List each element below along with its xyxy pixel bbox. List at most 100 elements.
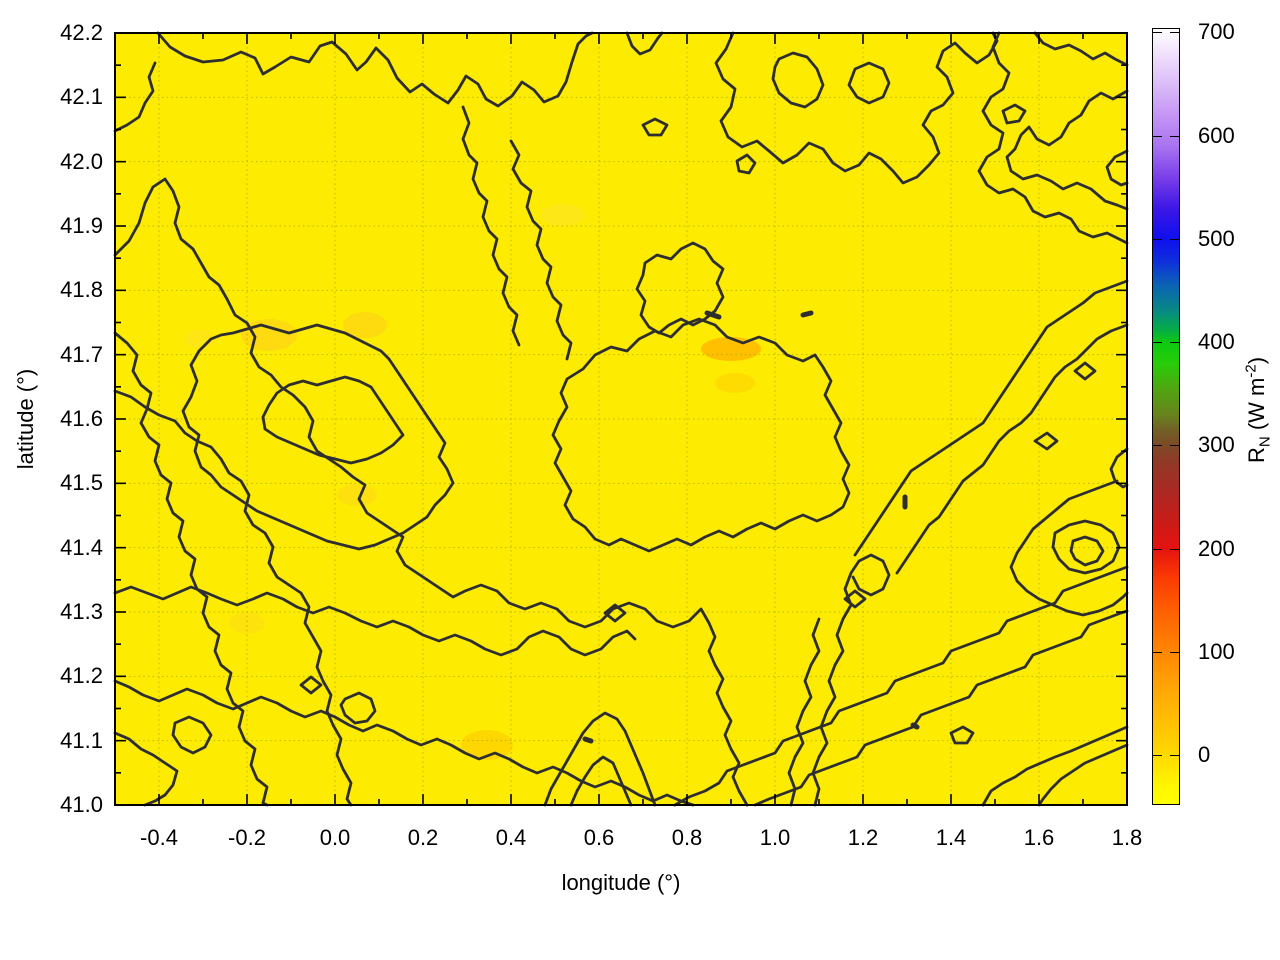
contour-line — [714, 31, 999, 185]
contour-plot — [113, 31, 1129, 807]
colorbar-tick — [1153, 445, 1162, 447]
y-tick-label: 41.1 — [60, 727, 103, 753]
contour-line — [113, 679, 695, 807]
colorbar-tick-label: 400 — [1198, 329, 1235, 355]
contour-line — [113, 731, 179, 807]
contour-line — [1001, 103, 1027, 125]
colorbar — [1152, 28, 1180, 805]
colorbar-gradient — [1153, 29, 1179, 804]
contour-line — [625, 31, 664, 56]
contour-line — [811, 553, 891, 807]
colorbar-tick — [1153, 342, 1162, 344]
colorbar-tick-label: 100 — [1198, 639, 1235, 665]
x-tick-label: 1.6 — [1023, 825, 1055, 850]
field-smudge — [337, 484, 377, 506]
colorbar-tick-label: 0 — [1198, 742, 1211, 768]
contour-line — [1073, 361, 1097, 381]
colorbar-tick — [1170, 238, 1179, 240]
contour-line — [1009, 479, 1129, 617]
contour-line — [1109, 447, 1129, 489]
contour-line — [113, 177, 749, 807]
y-tick-label: 41.4 — [60, 534, 103, 560]
contour-line — [156, 31, 594, 108]
field-smudge — [229, 612, 265, 634]
colorbar-title-sub: N — [1256, 436, 1274, 448]
x-tick-label: 0.4 — [495, 825, 527, 850]
colorbar-title-main: R — [1243, 447, 1269, 464]
contour-line — [853, 279, 1129, 557]
colorbar-tick — [1153, 755, 1162, 757]
x-tick-label: 1.8 — [1111, 825, 1143, 850]
contour-line — [949, 725, 975, 745]
contour-line — [847, 61, 891, 105]
colorbar-tick — [1170, 445, 1179, 447]
x-tick-label: 0.6 — [583, 825, 615, 850]
x-tick-label: 0.8 — [671, 825, 703, 850]
colorbar-title-sup: -2 — [1242, 364, 1260, 378]
contour-dot — [910, 722, 920, 730]
contour-line — [1051, 519, 1121, 575]
contour-line — [181, 323, 455, 551]
contour-line — [753, 609, 1129, 807]
contour-line — [1037, 743, 1129, 807]
contour-line — [735, 153, 757, 175]
colorbar-tick — [1153, 548, 1162, 550]
field-smudge — [241, 319, 297, 351]
colorbar-tick-label: 200 — [1198, 535, 1235, 561]
axis-ticks — [114, 32, 1128, 806]
y-tick-label: 41.3 — [60, 599, 103, 624]
contour-line — [569, 755, 633, 807]
contour-line — [641, 117, 669, 137]
contour-line — [299, 675, 323, 695]
contour-line — [339, 691, 377, 725]
colorbar-tick — [1153, 238, 1162, 240]
contour-dot — [800, 310, 814, 318]
contour-line — [113, 585, 637, 657]
contour-line — [843, 589, 867, 609]
contour-line — [1105, 149, 1129, 187]
contour-line — [977, 31, 1129, 245]
x-tick-label: 0.0 — [319, 825, 351, 850]
y-tick-label: 41.2 — [60, 663, 103, 689]
x-tick-label: 1.4 — [935, 825, 967, 850]
colorbar-tick — [1170, 755, 1179, 757]
contour-dot — [704, 310, 722, 320]
plot-background — [115, 33, 1127, 805]
colorbar-tick — [1170, 342, 1179, 344]
x-tick-label: 1.0 — [759, 825, 791, 850]
colorbar-tick — [1153, 652, 1162, 654]
colorbar-title-mid: (W m — [1243, 377, 1269, 437]
y-tick-label: 42.2 — [60, 20, 103, 45]
y-tick-label: 41.0 — [60, 792, 103, 817]
contour-line — [787, 617, 821, 807]
x-tick-label: 0.2 — [407, 825, 439, 850]
contour-line — [895, 323, 1129, 575]
colorbar-tick — [1170, 548, 1179, 550]
x-tick-label: 1.2 — [847, 825, 879, 850]
y-tick-label: 42.0 — [60, 148, 103, 174]
y-tick-label: 42.1 — [60, 84, 103, 110]
colorbar-tick — [1153, 135, 1162, 137]
field-smudge — [715, 373, 755, 393]
y-tick-label: 41.9 — [60, 213, 103, 238]
contour-dot — [582, 736, 594, 744]
colorbar-tick-label: 600 — [1198, 122, 1235, 148]
colorbar-title: RN (W m-2) — [1243, 357, 1274, 463]
contour-line — [981, 725, 1129, 807]
field-smudge — [541, 204, 585, 226]
contour-line — [1069, 535, 1105, 567]
contour-line — [1033, 431, 1059, 451]
colorbar-tick — [1153, 32, 1162, 34]
y-tick-label: 41.6 — [60, 406, 103, 431]
y-tick-label: 41.7 — [60, 341, 103, 367]
contour-line — [461, 105, 521, 347]
colorbar-tick — [1170, 135, 1179, 137]
contour-line — [1005, 89, 1129, 211]
colorbar-tick-label: 300 — [1198, 432, 1235, 458]
contour-line — [543, 711, 657, 807]
x-tick-label: -0.4 — [140, 825, 178, 850]
colorbar-tick — [1170, 652, 1179, 654]
x-tick-label: -0.2 — [228, 825, 266, 850]
colorbar-tick-label: 700 — [1198, 19, 1235, 45]
